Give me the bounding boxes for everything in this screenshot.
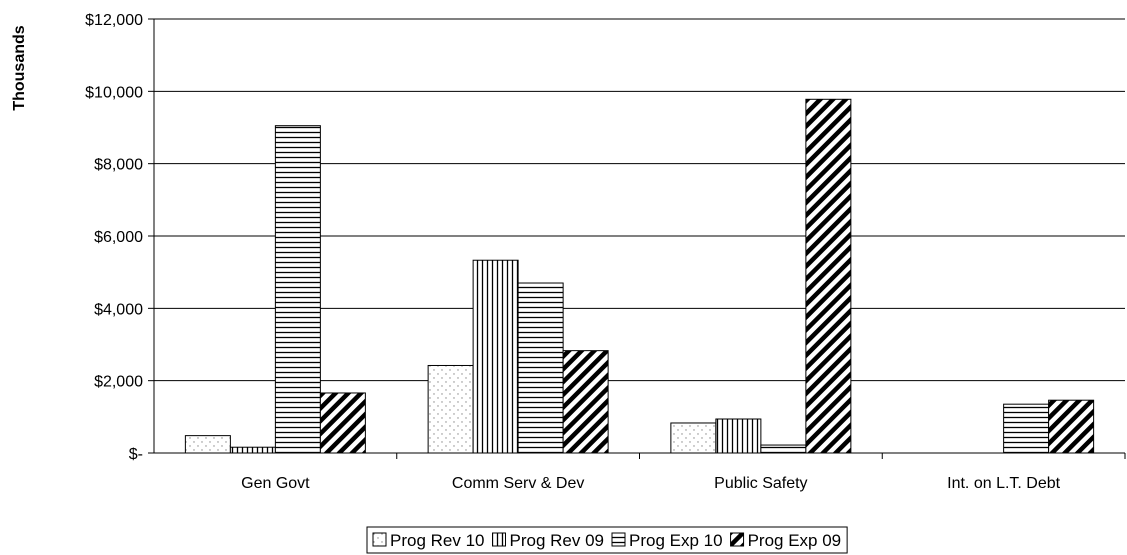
bar-prog-rev-09-2 [715, 418, 762, 454]
bar-prog-rev-09-1 [472, 259, 519, 454]
legend-label: Prog Exp 10 [629, 531, 723, 550]
bar-prog-rev-10-2 [670, 422, 717, 454]
y-tick-label: $12,000 [85, 12, 143, 29]
bar-prog-exp-10-2 [760, 444, 807, 454]
bar-prog-rev-09-0 [229, 446, 276, 454]
y-axis-ticks: $- $2,000 $4,000 $6,000 $8,000 $10,000 $12,000 [85, 12, 154, 463]
y-tick-label: $2,000 [94, 374, 143, 391]
bar-prog-exp-09-3 [1048, 399, 1095, 454]
legend-label: Prog Rev 10 [390, 531, 485, 550]
legend-swatch [492, 532, 506, 547]
bar-prog-rev-10-1 [427, 364, 474, 454]
y-tick-label: $8,000 [94, 157, 143, 174]
bar-prog-exp-09-0 [319, 392, 366, 454]
legend-swatch [611, 532, 626, 547]
legend-label: Prog Rev 09 [510, 531, 605, 550]
x-tick-label: Int. on L.T. Debt [947, 475, 1061, 492]
bar-prog-exp-09-2 [805, 98, 852, 454]
y-axis-label: Thousands [11, 25, 28, 110]
bars [184, 98, 1095, 454]
bar-prog-exp-10-1 [517, 282, 564, 454]
bar-prog-exp-10-0 [274, 125, 321, 454]
bar-prog-exp-10-3 [1003, 403, 1050, 454]
y-tick-label: $4,000 [94, 301, 143, 318]
legend: Prog Rev 10 Prog Rev 09 Prog Exp 10 Prog Ex… [366, 526, 848, 554]
y-tick-label: $6,000 [94, 229, 143, 246]
y-tick-label: $10,000 [85, 84, 143, 101]
legend-label: Prog Exp 09 [748, 531, 842, 550]
x-tick-label: Public Safety [714, 475, 807, 492]
bar-prog-rev-10-0 [184, 435, 231, 454]
x-tick-label: Gen Govt [241, 475, 310, 492]
legend-swatch [730, 532, 745, 547]
x-axis-labels: Gen Govt Comm Serv & Dev Public Safety Int.… [241, 453, 1126, 492]
bar-prog-exp-09-1 [562, 350, 609, 454]
legend-swatch [372, 532, 387, 547]
legend-box [366, 526, 848, 554]
x-tick-label: Comm Serv & Dev [452, 475, 584, 492]
y-tick-label: $- [129, 446, 143, 463]
